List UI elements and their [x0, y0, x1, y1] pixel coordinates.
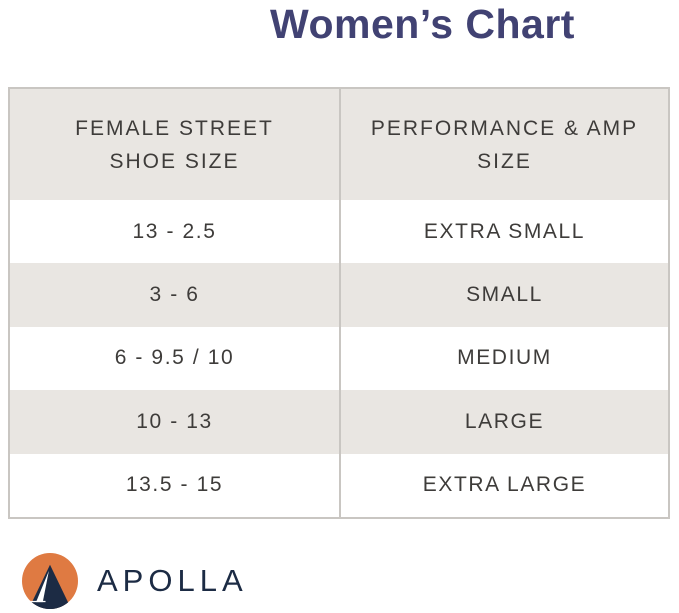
- column-header-line: SHOE SIZE: [109, 149, 240, 173]
- page-title: Women’s Chart: [270, 1, 575, 47]
- shoe-size-cell: 6 - 9.5 / 10: [114, 346, 235, 370]
- apolla-logo-icon: [22, 553, 78, 609]
- column-header-line: PERFORMANCE & AMP: [370, 116, 639, 140]
- amp-size-cell: MEDIUM: [339, 326, 668, 391]
- shoe-size-cell: 13 - 2.5: [132, 219, 217, 243]
- column-header-line: FEMALE STREET: [75, 116, 274, 140]
- size-chart-table: FEMALE STREET SHOE SIZE PERFORMANCE & AM…: [8, 87, 670, 519]
- column-header-amp-size: PERFORMANCE & AMP SIZE: [339, 89, 668, 200]
- shoe-size-cell: 10 - 13: [10, 390, 339, 454]
- column-header-line: SIZE: [477, 149, 532, 173]
- shoe-size-cell: 3 - 6: [10, 263, 339, 327]
- amp-size-cell: LARGE: [339, 390, 668, 454]
- brand-footer: APOLLA: [22, 553, 248, 609]
- brand-name: APOLLA: [97, 563, 248, 598]
- amp-size-cell: EXTRA LARGE: [339, 453, 668, 517]
- amp-size-cell: SMALL: [339, 263, 668, 327]
- shoe-size-cell: 13.5 - 15: [125, 473, 224, 497]
- amp-size-cell: EXTRA SMALL: [339, 200, 668, 264]
- column-header-shoe-size: FEMALE STREET SHOE SIZE: [10, 89, 339, 200]
